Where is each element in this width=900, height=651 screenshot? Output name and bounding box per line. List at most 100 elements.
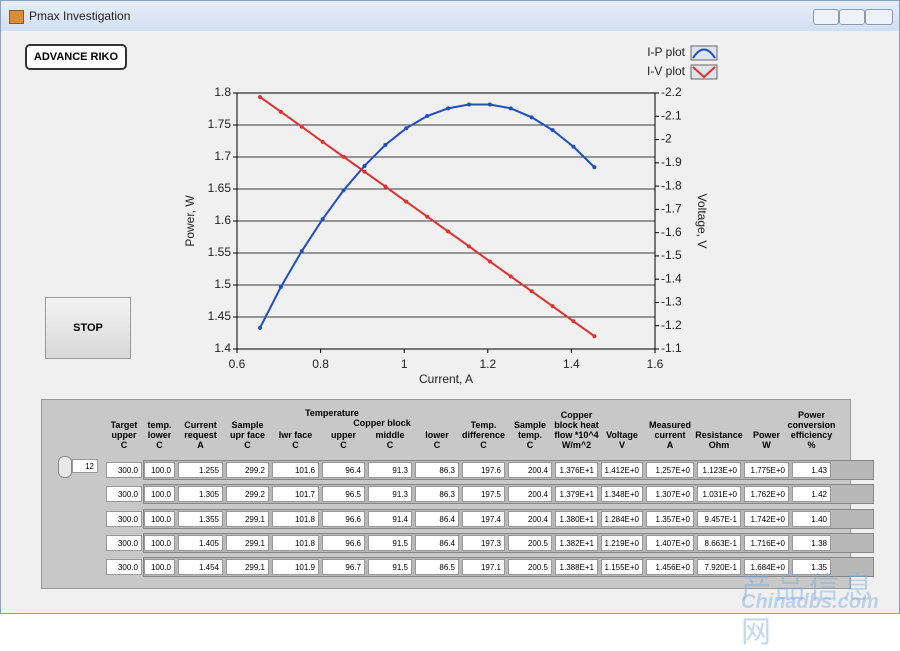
legend-swatch-box [690, 45, 718, 61]
table-cell: 1.123E+0 [697, 462, 741, 478]
data-point [466, 102, 471, 107]
table-cell: 8.663E-1 [697, 534, 741, 551]
table-cell: 96.6 [322, 534, 365, 551]
data-point [508, 274, 513, 279]
legend-swatch [692, 66, 716, 79]
x-tick-label: 0.8 [312, 357, 329, 371]
table-cell: 9.457E-1 [697, 510, 741, 527]
legend-label: I-P plot [647, 45, 685, 59]
app-icon [9, 10, 24, 24]
table-cell: 101.6 [272, 462, 319, 478]
data-point [487, 102, 492, 107]
y-axis-label: Power, W [183, 195, 197, 247]
table-cell: 1.35 [792, 559, 831, 576]
table-cell: 200.5 [508, 534, 552, 551]
data-point [592, 165, 597, 170]
y-tick-label: 1.8 [214, 85, 231, 99]
column-unit: % [807, 440, 816, 450]
table-cell: 300.0 [106, 510, 142, 527]
table-cell: 1.219E+0 [601, 534, 643, 551]
data-point [341, 188, 346, 193]
legend-swatch [692, 48, 716, 59]
y-tick-label: 1.55 [208, 245, 232, 259]
column-header: Sample temp. [513, 420, 546, 440]
table-cell: 91.4 [368, 510, 412, 527]
index-spinner[interactable] [58, 456, 72, 478]
column-unit: Ohm [708, 440, 730, 450]
stop-button[interactable]: STOP [45, 297, 131, 359]
column-header: temp. lower [147, 420, 172, 440]
table-cell: 197.3 [462, 534, 505, 551]
x-tick-label: 1.2 [479, 357, 496, 371]
data-point [257, 325, 262, 330]
table-cell: 100.0 [144, 510, 175, 527]
title-bar: Pmax Investigation [1, 1, 899, 31]
y-tick-label: 1.7 [214, 149, 231, 163]
table-cell: 1.716E+0 [744, 534, 789, 551]
table-cell: 1.348E+0 [601, 486, 643, 503]
logo: ADVANCE RIKO [25, 44, 127, 70]
y-tick-label: 1.75 [208, 117, 232, 131]
y-tick-label: 1.45 [208, 309, 232, 323]
minimize-button[interactable] [813, 9, 839, 25]
y2-tick-label: -1.9 [661, 155, 682, 169]
table-cell: 1.305 [178, 486, 223, 503]
data-point [487, 259, 492, 264]
table-cell: 96.7 [322, 559, 365, 576]
column-header: Resistance [695, 430, 743, 440]
y2-tick-label: -1.2 [661, 318, 682, 332]
group-header: Temperature [305, 408, 359, 418]
table-cell: 86.4 [415, 534, 459, 551]
table-cell: 91.3 [368, 462, 412, 478]
data-point [320, 217, 325, 222]
table-cell: 1.456E+0 [646, 559, 694, 576]
table-cell: 299.1 [226, 559, 269, 576]
legend-label: I-V plot [647, 64, 686, 78]
table-cell: 100.0 [144, 559, 175, 576]
column-header: Copper block heat flow *10^4 [554, 410, 599, 440]
y2-tick-label: -2.1 [661, 108, 682, 122]
table-cell: 299.2 [226, 462, 269, 478]
table-cell: 300.0 [106, 462, 142, 478]
close-button[interactable] [865, 9, 893, 25]
table-cell: 1.255 [178, 462, 223, 478]
index-value[interactable]: 12 [72, 459, 98, 473]
column-header: Voltage [606, 430, 638, 440]
column-unit: A [197, 440, 204, 450]
table-cell: 86.5 [415, 559, 459, 576]
table-cell: 197.1 [462, 559, 505, 576]
data-point [550, 304, 555, 309]
data-point [550, 128, 555, 133]
table-cell: 1.40 [792, 510, 831, 527]
table-cell: 200.4 [508, 462, 552, 478]
y-tick-label: 1.6 [214, 213, 231, 227]
y2-tick-label: -1.6 [661, 225, 682, 239]
table-cell: 1.42 [792, 486, 831, 503]
column-header: middle [375, 430, 405, 440]
y2-tick-label: -1.5 [661, 248, 682, 262]
table-cell: 100.0 [144, 462, 175, 478]
column-header: Temp. difference [461, 420, 505, 440]
column-header: lwr face [278, 430, 313, 440]
chart: 1.4 1.45 1.5 1.55 1.6 1.65 1.7 1.75 1.8 -1.1 -1.2 -… [183, 45, 718, 386]
table-cell: 1.412E+0 [601, 462, 643, 478]
table-cell: 200.5 [508, 559, 552, 576]
y2-tick-label: -2 [661, 132, 672, 146]
window-title: Pmax Investigation [29, 9, 131, 23]
column-header: Target upper [110, 420, 138, 440]
table-cell: 1.762E+0 [744, 486, 789, 503]
table-cell: 1.454 [178, 559, 223, 576]
table-cell: 91.3 [368, 486, 412, 503]
column-unit: C [292, 440, 299, 450]
y2-tick-label: -1.4 [661, 271, 682, 285]
data-point [425, 214, 430, 219]
table-cell: 1.43 [792, 462, 831, 478]
table-cell: 86.4 [415, 510, 459, 527]
data-point [278, 109, 283, 114]
maximize-button[interactable] [839, 9, 865, 25]
group-header: Copper block [353, 418, 411, 428]
y2-tick-label: -1.1 [661, 341, 682, 355]
data-point [446, 106, 451, 111]
column-unit: C [480, 440, 487, 450]
column-unit: V [618, 440, 625, 450]
